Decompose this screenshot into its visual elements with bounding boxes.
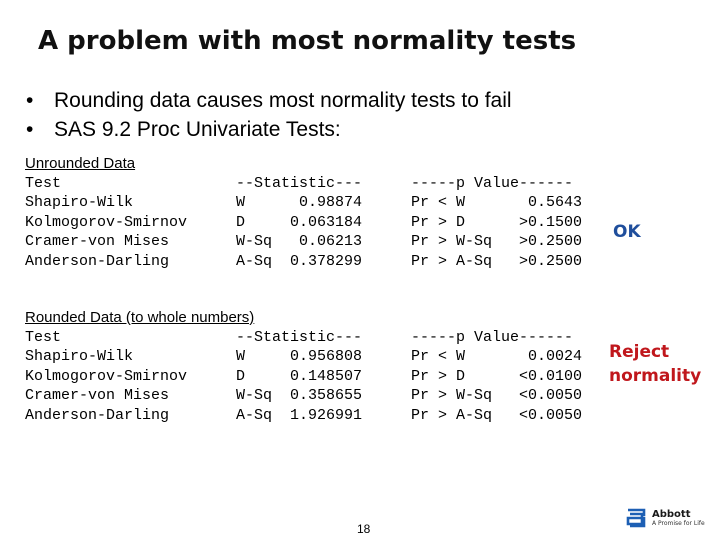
rounded-stat-line: A-Sq 1.926991 <box>236 406 363 424</box>
rounded-statistic-column: --Statistic--- W 0.956808 D 0.148507 W-Sq 0… <box>236 328 362 425</box>
rounded-pvalue-line: Pr < W 0.0024 <box>411 348 583 366</box>
unrounded-stat-line: --Statistic--- <box>236 175 363 192</box>
unrounded-test-line: Shapiro-Wilk <box>25 194 134 212</box>
verdict-ok-label: OK <box>613 222 641 242</box>
unrounded-statistic-column: --Statistic--- W 0.98874 D 0.063184 W-Sq 0.… <box>236 174 362 271</box>
rounded-pvalue-line: Pr > W-Sq <0.0050 <box>411 387 583 405</box>
unrounded-pvalue-line: Pr > D >0.1500 <box>411 213 583 231</box>
rounded-heading: Rounded Data (to whole numbers) <box>25 309 255 326</box>
rounded-stat-line: W-Sq 0.358655 <box>236 387 363 405</box>
rounded-test-line: Shapiro-Wilk <box>25 348 134 366</box>
unrounded-stat-line: D 0.063184 <box>236 213 363 231</box>
rounded-test-line: Test <box>25 329 62 346</box>
unrounded-pvalue-line: Pr > W-Sq >0.2500 <box>411 233 583 251</box>
verdict-reject-line: normality <box>609 366 702 386</box>
page-number: 18 <box>357 522 371 536</box>
unrounded-pvalue-line: -----p Value------ <box>411 175 574 192</box>
rounded-pvalue-column: -----p Value------ Pr < W 0.0024 Pr > D <0… <box>411 328 582 425</box>
unrounded-pvalue-line: Pr > A-Sq >0.2500 <box>411 252 583 270</box>
unrounded-pvalue-line: Pr < W 0.5643 <box>411 194 583 212</box>
verdict-reject-line: Reject <box>609 342 670 362</box>
rounded-stat-line: --Statistic--- <box>236 329 363 346</box>
rounded-stat-line: D 0.148507 <box>236 367 363 385</box>
logo-name: Abbott <box>652 508 691 520</box>
bullet-item: SAS 9.2 Proc Univariate Tests: <box>26 115 512 144</box>
unrounded-test-line: Cramer-von Mises <box>25 233 170 251</box>
bullet-item: Rounding data causes most normality test… <box>26 86 512 115</box>
slide-title: A problem with most normality tests <box>38 26 577 56</box>
unrounded-pvalue-column: -----p Value------ Pr < W 0.5643 Pr > D >0… <box>411 174 582 271</box>
unrounded-test-line: Test <box>25 175 62 192</box>
unrounded-test-column: Test Shapiro-Wilk Kolmogorov-Smirnov Cramer… <box>25 174 187 271</box>
abbott-logo: Abbott A Promise for Life <box>626 508 705 528</box>
rounded-stat-line: W 0.956808 <box>236 348 363 366</box>
logo-tagline: A Promise for Life <box>652 519 705 527</box>
rounded-test-line: Anderson-Darling <box>25 406 170 424</box>
abbott-logo-icon <box>626 508 646 528</box>
unrounded-stat-line: W-Sq 0.06213 <box>236 233 363 251</box>
verdict-reject-label: Reject normality <box>609 340 701 388</box>
rounded-test-line: Cramer-von Mises <box>25 387 170 405</box>
rounded-pvalue-line: -----p Value------ <box>411 329 574 346</box>
rounded-pvalue-line: Pr > A-Sq <0.0050 <box>411 406 583 424</box>
rounded-pvalue-line: Pr > D <0.0100 <box>411 367 583 385</box>
unrounded-test-line: Anderson-Darling <box>25 252 170 270</box>
logo-text: Abbott A Promise for Life <box>652 509 705 528</box>
rounded-test-column: Test Shapiro-Wilk Kolmogorov-Smirnov Cramer… <box>25 328 187 425</box>
unrounded-heading: Unrounded Data <box>25 155 136 172</box>
unrounded-stat-line: A-Sq 0.378299 <box>236 252 363 270</box>
unrounded-stat-line: W 0.98874 <box>236 194 363 212</box>
rounded-test-line: Kolmogorov-Smirnov <box>25 367 188 385</box>
unrounded-test-line: Kolmogorov-Smirnov <box>25 213 188 231</box>
bullet-list: Rounding data causes most normality test… <box>26 86 512 144</box>
